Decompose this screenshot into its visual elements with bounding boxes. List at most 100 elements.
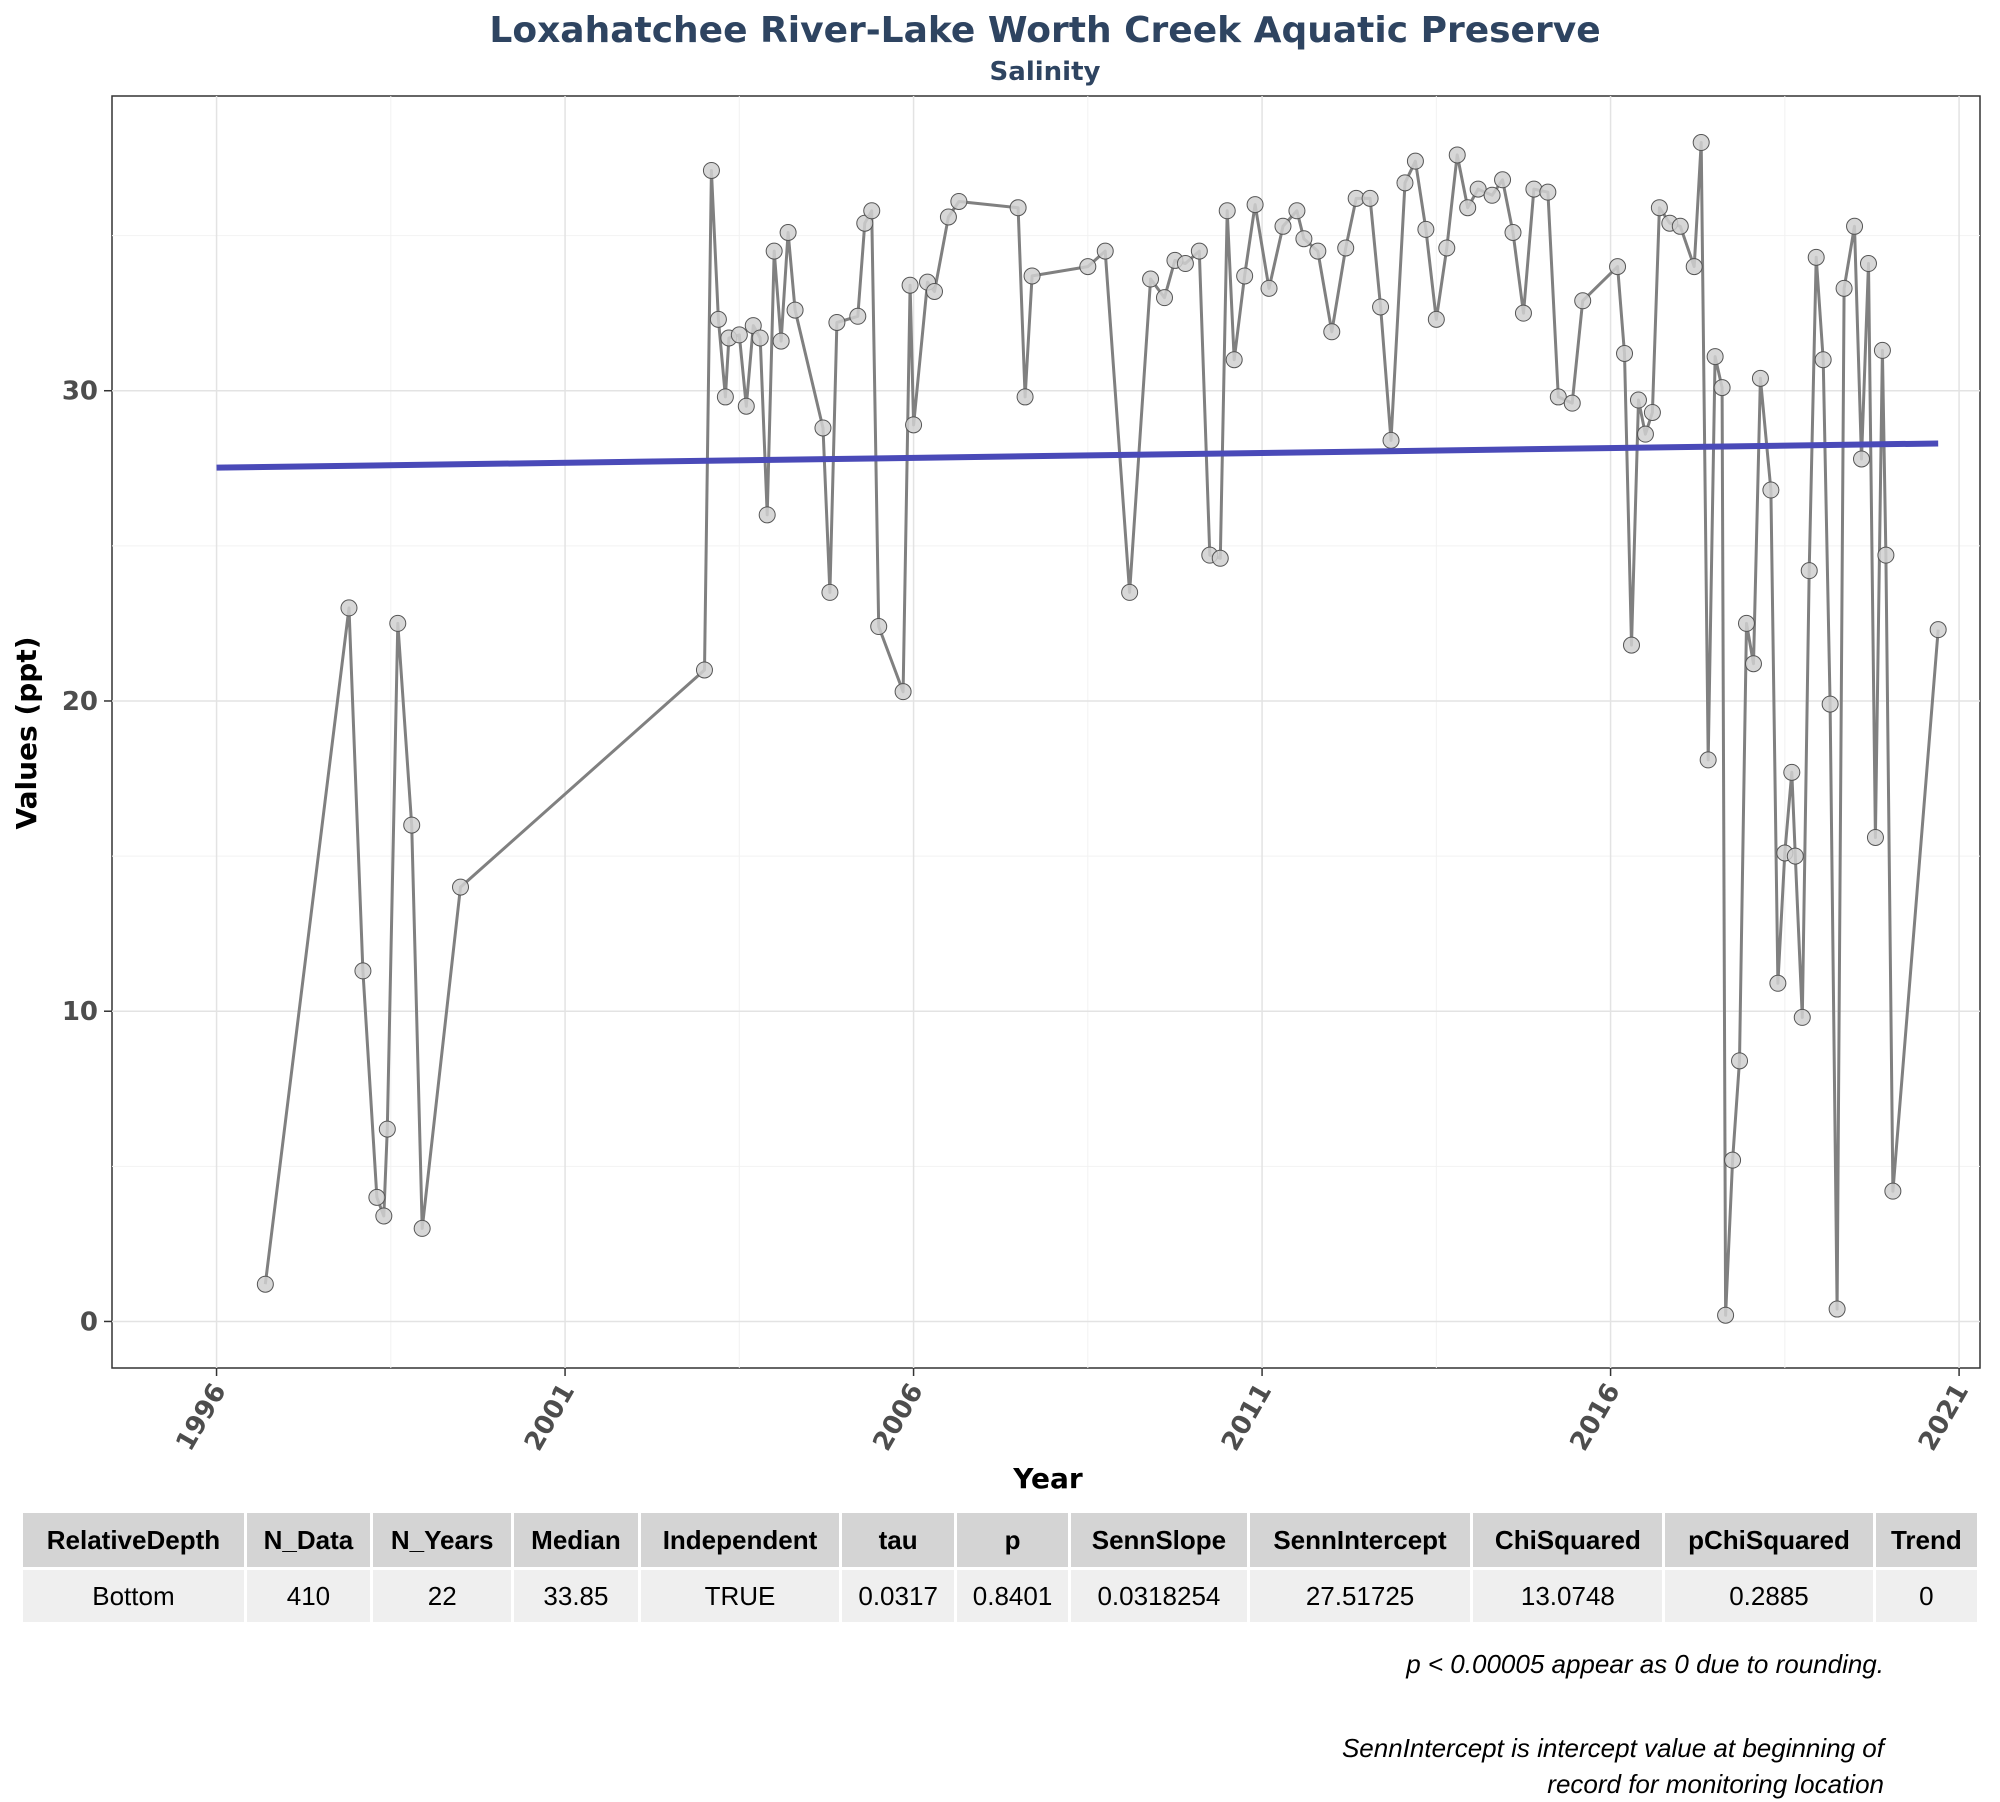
salinity-point — [256, 1275, 274, 1293]
table-cell: 0.8401 — [956, 1570, 1069, 1622]
salinity-point — [905, 416, 923, 434]
salinity-point — [1769, 974, 1787, 992]
table-header-cell: RelativeDepth — [23, 1513, 244, 1570]
table-cell: 0.0318254 — [1071, 1570, 1247, 1622]
salinity-point — [1514, 304, 1532, 322]
salinity-point — [1706, 348, 1724, 366]
salinity-point — [695, 661, 713, 679]
salinity-point — [1692, 134, 1710, 152]
salinity-point — [925, 282, 943, 300]
salinity-point — [828, 313, 846, 331]
salinity-point — [1218, 202, 1236, 220]
intercept-note: SennIntercept is intercept value at begi… — [1342, 1730, 1884, 1802]
salinity-point — [1629, 391, 1647, 409]
salinity-point — [758, 506, 776, 524]
intercept-note-line-2: record for monitoring location — [1547, 1769, 1884, 1799]
salinity-point — [1866, 828, 1884, 846]
salinity-point — [1361, 189, 1379, 207]
salinity-point — [702, 161, 720, 179]
salinity-point — [1762, 481, 1780, 499]
salinity-point — [1563, 394, 1581, 412]
salinity-point — [1274, 217, 1292, 235]
salinity-point — [1738, 614, 1755, 632]
salinity-point — [1372, 298, 1390, 316]
plot-panel — [111, 95, 1981, 1369]
salinity-point — [1786, 847, 1804, 865]
table-cell: 0.0317 — [842, 1570, 954, 1622]
table-cell: 410 — [246, 1570, 371, 1622]
table-header-cell: pChiSquared — [1665, 1513, 1873, 1570]
salinity-point — [772, 332, 790, 350]
series-layer — [216, 134, 1947, 1324]
salinity-point — [1155, 289, 1173, 307]
x-axis-label: Year — [1012, 1462, 1083, 1495]
salinity-point — [1382, 431, 1400, 449]
salinity-point — [1190, 242, 1208, 260]
salinity-point — [1337, 239, 1355, 257]
salinity-point — [1295, 230, 1313, 248]
salinity-point — [1859, 255, 1877, 273]
y-tick-label: 20 — [62, 687, 98, 717]
salinity-point — [1211, 549, 1229, 567]
salinity-point — [1079, 258, 1097, 276]
salinity-point — [1713, 379, 1731, 397]
salinity-point — [378, 1120, 396, 1138]
table-row: Bottom 410 22 33.85 TRUE 0.0317 0.8401 0.031825… — [23, 1570, 1977, 1622]
salinity-point — [1494, 171, 1512, 189]
table-header-cell: N_Data — [246, 1513, 371, 1570]
salinity-point — [1744, 655, 1762, 673]
salinity-point — [1650, 199, 1668, 217]
salinity-point — [1609, 258, 1627, 276]
salinity-point — [1835, 279, 1853, 297]
salinity-point — [901, 276, 919, 294]
salinity-point — [1800, 562, 1818, 580]
salinity-point — [821, 583, 839, 601]
table-body: Bottom 410 22 33.85 TRUE 0.0317 0.8401 0.031825… — [23, 1570, 1977, 1622]
salinity-point — [1549, 388, 1567, 406]
salinity-point — [1873, 341, 1891, 359]
table-cell: 33.85 — [514, 1570, 638, 1622]
salinity-point — [939, 208, 957, 226]
salinity-point — [716, 388, 734, 406]
salinity-point — [1622, 636, 1640, 654]
salinity-point — [765, 242, 783, 260]
salinity-point — [1417, 220, 1435, 238]
x-tick-label: 2016 — [1564, 1379, 1626, 1457]
salinity-point — [779, 224, 797, 242]
salinity-point — [1406, 152, 1424, 170]
x-tick-label: 2011 — [1216, 1379, 1278, 1457]
table-header-cell: SennSlope — [1071, 1513, 1247, 1570]
table-header-cell: Trend — [1875, 1513, 1977, 1570]
salinity-point — [1246, 196, 1264, 214]
salinity-point — [1643, 403, 1661, 421]
salinity-point — [1525, 180, 1543, 198]
salinity-point — [1671, 217, 1689, 235]
salinity-point — [1821, 695, 1839, 713]
x-tick-label: 2021 — [1913, 1379, 1975, 1457]
salinity-point — [1853, 450, 1871, 468]
salinity-point — [1260, 279, 1278, 297]
table-cell: 22 — [373, 1570, 512, 1622]
salinity-point — [1096, 242, 1114, 260]
table-header-row: RelativeDepth N_Data N_Years Median Independ… — [23, 1513, 1977, 1570]
salinity-point — [1685, 258, 1703, 276]
x-tick-label: 2001 — [519, 1379, 581, 1457]
salinity-point — [1793, 1008, 1811, 1026]
salinity-point — [375, 1207, 393, 1225]
salinity-point — [452, 878, 470, 896]
salinity-point — [1121, 583, 1139, 601]
x-tick-label: 1996 — [170, 1379, 232, 1457]
salinity-point — [403, 816, 421, 834]
salinity-point — [1309, 242, 1327, 260]
table-header-cell: Median — [514, 1513, 638, 1570]
salinity-point — [814, 419, 832, 437]
salinity-point — [1142, 270, 1160, 288]
y-tick-label: 30 — [62, 377, 98, 407]
salinity-point — [1636, 425, 1654, 443]
salinity-point — [1396, 174, 1414, 192]
salinity-point — [1438, 239, 1456, 257]
salinity-point — [950, 192, 968, 210]
table-cell: TRUE — [640, 1570, 840, 1622]
salinity-point — [1731, 1052, 1749, 1070]
salinity-point — [1023, 267, 1041, 285]
